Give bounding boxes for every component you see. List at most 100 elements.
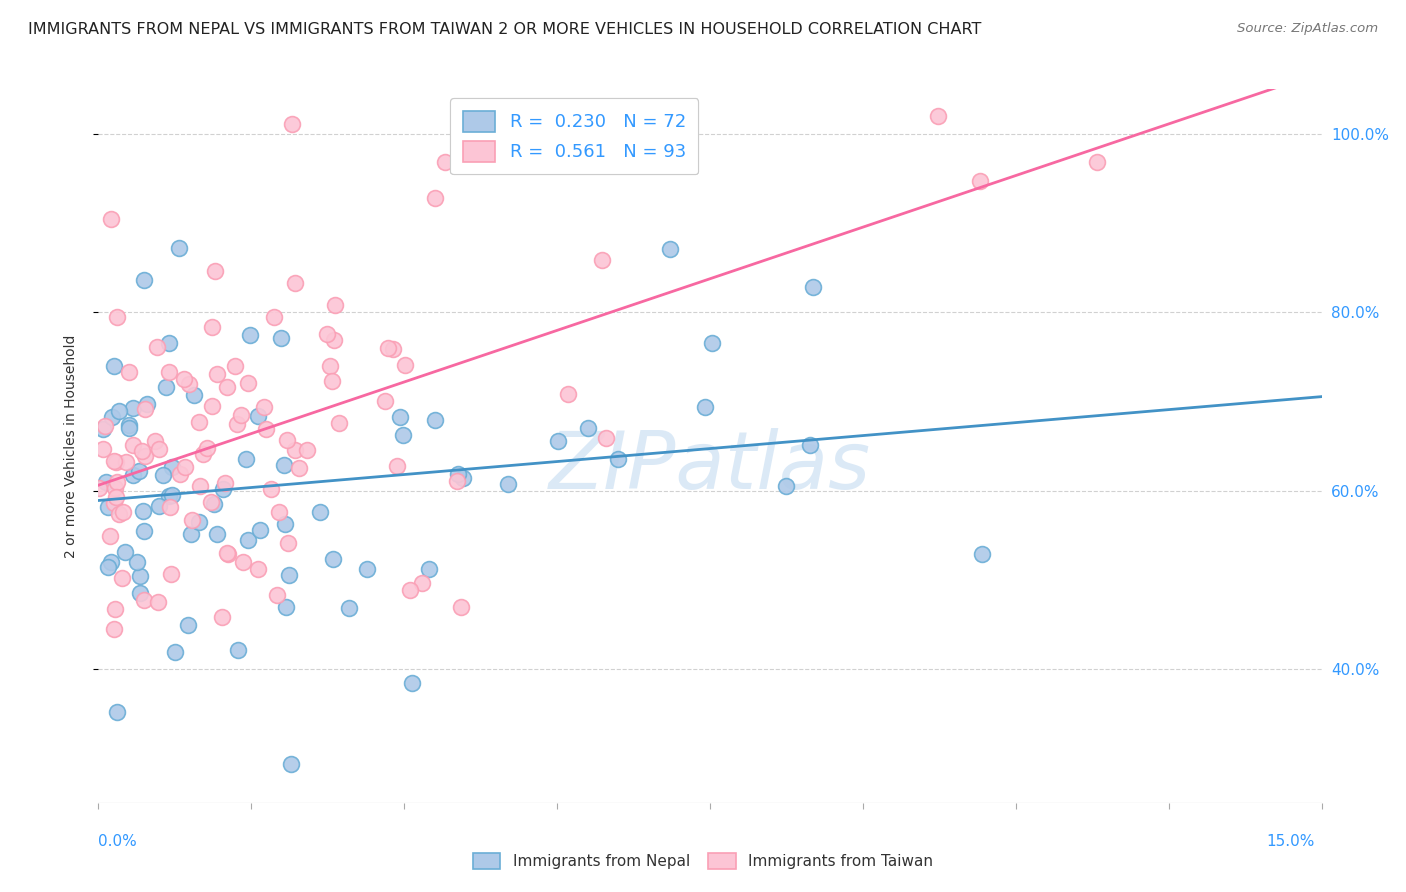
Point <box>162 460 184 475</box>
Point <box>270 331 292 345</box>
Point <box>385 459 408 474</box>
Point <box>391 428 413 442</box>
Point <box>274 599 297 614</box>
Text: 15.0%: 15.0% <box>1267 834 1315 849</box>
Legend: Immigrants from Nepal, Immigrants from Taiwan: Immigrants from Nepal, Immigrants from T… <box>467 847 939 875</box>
Point <box>247 562 270 576</box>
Point <box>249 523 271 537</box>
Point <box>217 547 239 561</box>
Point <box>100 211 122 226</box>
Point <box>157 335 180 350</box>
Point <box>128 569 150 583</box>
Point <box>231 409 253 423</box>
Point <box>211 610 233 624</box>
Point <box>128 464 150 478</box>
Point <box>239 328 262 343</box>
Point <box>576 421 599 435</box>
Point <box>122 468 145 483</box>
Point <box>607 452 630 467</box>
Point <box>191 447 214 461</box>
Point <box>512 109 534 123</box>
Point <box>134 402 156 417</box>
Point <box>169 467 191 482</box>
Point <box>132 504 155 518</box>
Point <box>498 477 520 491</box>
Point <box>423 191 446 205</box>
Point <box>148 595 170 609</box>
Point <box>273 516 295 531</box>
Point <box>389 409 412 424</box>
Point <box>411 575 433 590</box>
Point <box>232 555 254 569</box>
Point <box>183 388 205 402</box>
Point <box>927 109 949 123</box>
Point <box>225 417 247 432</box>
Point <box>104 482 127 496</box>
Text: Source: ZipAtlas.com: Source: ZipAtlas.com <box>1237 22 1378 36</box>
Point <box>134 449 156 463</box>
Point <box>700 336 723 351</box>
Point <box>174 459 197 474</box>
Point <box>201 319 224 334</box>
Point <box>131 444 153 458</box>
Point <box>157 365 180 379</box>
Point <box>1087 155 1109 169</box>
Point <box>162 488 184 502</box>
Point <box>146 340 169 354</box>
Point <box>104 602 127 616</box>
Point <box>246 409 269 424</box>
Point <box>101 409 124 424</box>
Point <box>215 380 238 394</box>
Point <box>328 417 350 431</box>
Point <box>129 585 152 599</box>
Point <box>266 588 288 602</box>
Point <box>180 527 202 541</box>
Point <box>269 505 291 519</box>
Point <box>159 500 181 514</box>
Point <box>374 394 396 409</box>
Point <box>132 273 155 287</box>
Point <box>103 495 125 509</box>
Point <box>252 401 274 415</box>
Point <box>91 422 114 436</box>
Point <box>103 359 125 373</box>
Point <box>157 490 180 504</box>
Point <box>167 241 190 255</box>
Point <box>254 422 277 436</box>
Point <box>214 476 236 491</box>
Point <box>118 365 141 379</box>
Point <box>211 483 233 497</box>
Point <box>595 432 617 446</box>
Point <box>103 622 125 636</box>
Point <box>132 524 155 539</box>
Point <box>799 438 821 452</box>
Point <box>97 500 120 514</box>
Point <box>91 442 114 456</box>
Point <box>446 474 468 488</box>
Point <box>315 326 337 341</box>
Point <box>188 479 211 493</box>
Point <box>205 526 228 541</box>
Point <box>180 513 202 527</box>
Point <box>136 396 159 410</box>
Point <box>236 533 259 547</box>
Point <box>273 458 295 472</box>
Point <box>377 342 399 356</box>
Point <box>114 544 136 558</box>
Point <box>177 618 200 632</box>
Point <box>238 376 260 390</box>
Point <box>118 417 141 432</box>
Y-axis label: 2 or more Vehicles in Household: 2 or more Vehicles in Household <box>63 334 77 558</box>
Point <box>100 555 122 569</box>
Point <box>284 443 307 458</box>
Point <box>356 562 378 576</box>
Point <box>187 515 209 529</box>
Point <box>148 499 170 513</box>
Point <box>394 358 416 372</box>
Point <box>152 467 174 482</box>
Point <box>322 551 344 566</box>
Point <box>381 343 404 357</box>
Point <box>97 559 120 574</box>
Point <box>108 403 131 417</box>
Point <box>202 497 225 511</box>
